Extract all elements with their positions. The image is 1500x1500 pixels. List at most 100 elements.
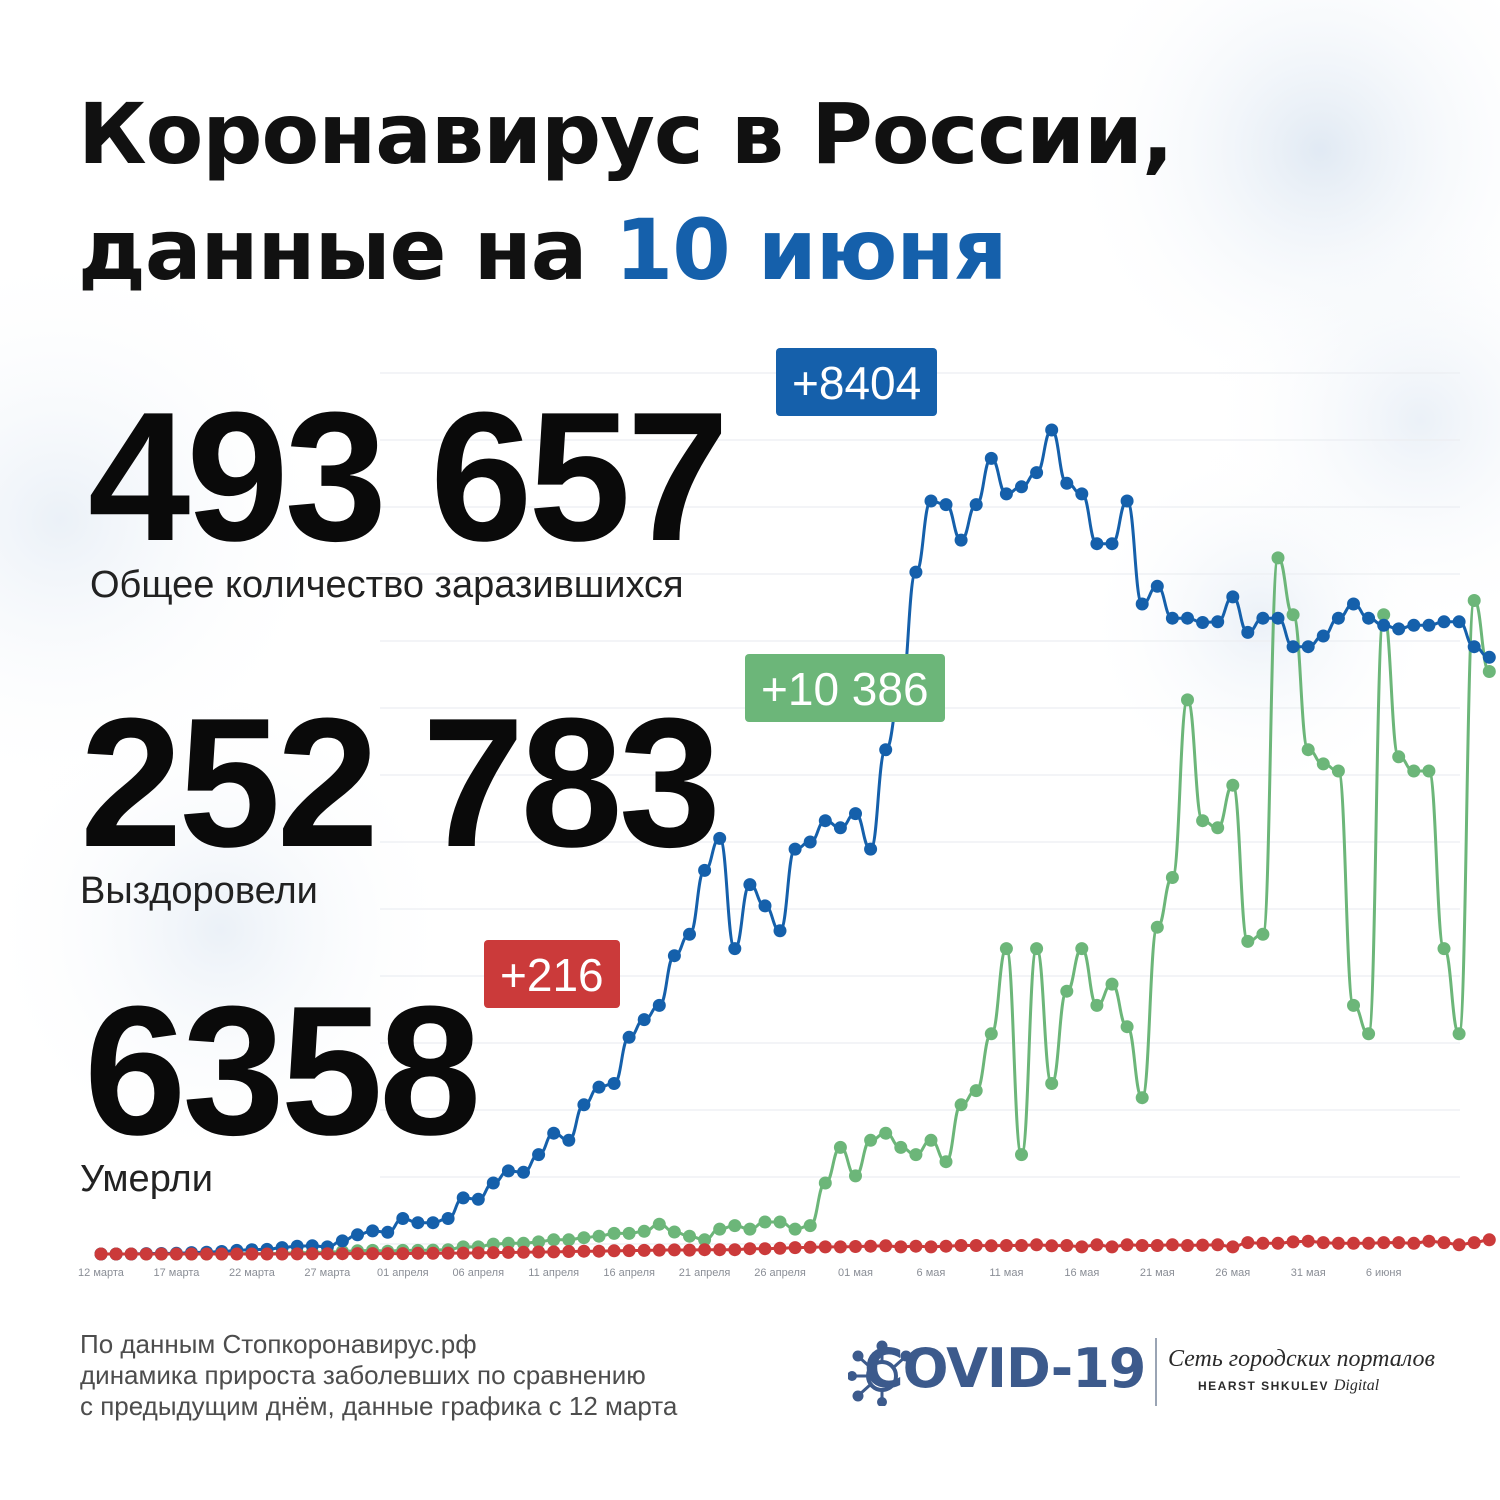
deaths-point	[803, 1240, 817, 1254]
x-tick-label: 26 апреля	[754, 1267, 806, 1279]
deaths-point	[1271, 1236, 1285, 1250]
recovered-point	[1015, 1148, 1028, 1162]
deaths-point	[879, 1239, 893, 1253]
deaths-point	[1347, 1236, 1360, 1250]
x-tick-label: 01 мая	[838, 1267, 873, 1279]
infected-point	[441, 1212, 455, 1225]
deaths-point	[1075, 1240, 1089, 1254]
infected-point	[1347, 597, 1360, 611]
infected-point	[1226, 590, 1240, 604]
infected-point	[803, 835, 817, 849]
x-tick-label: 17 марта	[154, 1267, 201, 1279]
deaths-point	[683, 1243, 696, 1257]
deaths-point	[1211, 1238, 1225, 1252]
x-tick-label: 21 мая	[1140, 1267, 1175, 1279]
recovered-point	[1181, 693, 1194, 707]
infected-point	[411, 1216, 425, 1230]
deaths-point	[1090, 1238, 1104, 1252]
virus-icon	[848, 1340, 912, 1406]
deaths-point	[1437, 1236, 1451, 1250]
infected-point	[1060, 476, 1074, 490]
infected-point	[1165, 611, 1179, 625]
recovered-point	[1286, 608, 1300, 622]
deaths-point	[1316, 1236, 1330, 1250]
x-tick-label: 01 апреля	[377, 1267, 429, 1279]
infected-point	[788, 842, 802, 856]
infected-point	[471, 1192, 485, 1206]
recovered-point	[879, 1126, 893, 1140]
infected-point	[1211, 615, 1225, 629]
x-tick-label: 16 апреля	[603, 1267, 655, 1279]
recovered-point	[1331, 764, 1345, 778]
deaths-point	[1467, 1236, 1481, 1250]
recovered-point	[1196, 814, 1210, 828]
infected-point	[743, 878, 757, 892]
deaths-point	[1060, 1239, 1074, 1252]
infected-point	[562, 1133, 576, 1147]
deaths-point	[1482, 1233, 1496, 1247]
infected-point	[1362, 611, 1376, 625]
deaths-point	[1196, 1238, 1210, 1252]
recovered-point	[788, 1222, 802, 1236]
recovered-point	[1316, 757, 1330, 771]
deaths-point	[471, 1246, 485, 1260]
x-tick-label: 26 мая	[1215, 1267, 1250, 1279]
network-name: Сеть городских порталов	[1168, 1346, 1435, 1372]
deaths-point	[486, 1246, 500, 1260]
recovered-point	[1135, 1091, 1149, 1105]
infected-point	[577, 1098, 591, 1112]
infected-point	[1241, 625, 1255, 639]
deaths-point	[290, 1247, 304, 1261]
recovered-point	[1377, 608, 1391, 622]
infected-total: 493 657	[88, 373, 729, 579]
infected-point	[381, 1225, 395, 1239]
deaths-point	[713, 1243, 727, 1257]
deaths-point	[698, 1243, 712, 1257]
infected-point	[984, 451, 998, 465]
deaths-point	[124, 1247, 138, 1261]
infected-point	[396, 1212, 410, 1225]
deaths-point	[833, 1240, 847, 1254]
deaths-point	[230, 1247, 244, 1261]
recovered-point	[652, 1217, 666, 1231]
infected-point	[773, 924, 787, 938]
x-tick-label: 6 июня	[1366, 1267, 1402, 1279]
recovered-point	[532, 1235, 546, 1249]
recovered-point	[969, 1084, 983, 1098]
title-date: 10 июня	[614, 201, 1008, 299]
deaths-point	[622, 1244, 636, 1258]
deaths-point	[517, 1245, 530, 1259]
deaths-point	[109, 1247, 123, 1261]
infected-point	[1045, 423, 1059, 437]
recovered-point	[1165, 871, 1179, 884]
deaths-point	[939, 1239, 953, 1253]
infected-point	[1452, 615, 1466, 629]
recovered-point	[1467, 594, 1481, 607]
recovered-point	[1422, 764, 1436, 778]
infected-point	[1377, 618, 1391, 632]
infected-point	[1196, 616, 1210, 629]
recovered-point	[592, 1229, 606, 1243]
recovered-point	[607, 1226, 621, 1240]
infected-point	[1135, 597, 1149, 611]
recovered-point	[562, 1233, 576, 1247]
recovered-point	[622, 1226, 636, 1240]
recovered-point	[909, 1148, 923, 1162]
deaths-point	[547, 1245, 561, 1259]
deaths-point	[849, 1240, 862, 1253]
network-sub-italic: Digital	[1333, 1377, 1380, 1394]
deaths-point	[185, 1247, 198, 1261]
infected-point	[592, 1080, 606, 1094]
recovered-label: Выздоровели	[80, 870, 318, 912]
deaths-point	[954, 1239, 968, 1252]
infected-point	[1437, 615, 1451, 629]
infected-point	[849, 807, 862, 821]
infected-point	[1075, 487, 1089, 501]
deaths-point	[1150, 1239, 1164, 1252]
infected-point	[879, 743, 893, 757]
infected-point	[426, 1216, 440, 1230]
deaths-point	[441, 1246, 455, 1260]
recovered-point	[1045, 1077, 1059, 1090]
infected-point	[713, 831, 727, 845]
